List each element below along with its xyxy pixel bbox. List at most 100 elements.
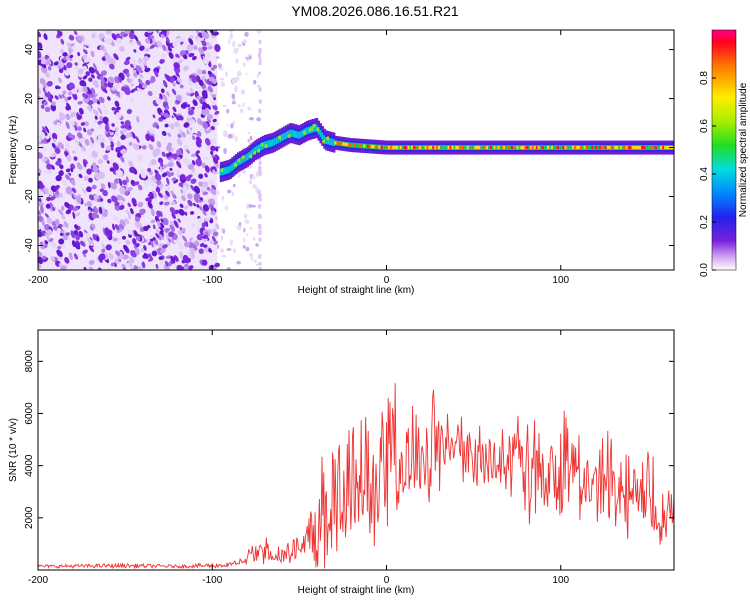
snr-series-line xyxy=(38,383,674,570)
noise-speckle xyxy=(111,123,115,127)
noise-speckle xyxy=(168,51,174,59)
noise-speckle xyxy=(148,197,152,203)
noise-speckle xyxy=(207,85,213,93)
noise-speckle xyxy=(46,163,53,170)
signal-core xyxy=(355,143,359,148)
noise-speckle xyxy=(110,262,115,267)
noise-speckle xyxy=(212,30,218,33)
noise-speckle xyxy=(108,63,115,70)
signal-core xyxy=(273,138,277,146)
signal-peak xyxy=(625,145,630,150)
noise-speckle xyxy=(92,162,97,167)
noise-speckle xyxy=(55,85,59,90)
noise-speckle xyxy=(152,114,156,119)
noise-speckle xyxy=(38,182,41,189)
noise-speckle xyxy=(107,76,115,84)
noise-speckle xyxy=(106,160,110,164)
sparse-speckle xyxy=(222,104,227,108)
noise-speckle xyxy=(42,126,47,134)
noise-speckle xyxy=(154,173,162,181)
noise-speckle xyxy=(181,42,187,48)
sparse-speckle xyxy=(242,244,246,249)
noise-speckle xyxy=(160,88,165,94)
noise-speckle xyxy=(86,168,92,175)
signal-peak xyxy=(503,145,507,150)
signal-peak xyxy=(345,142,350,147)
noise-speckle xyxy=(86,201,92,207)
noise-speckle xyxy=(107,198,112,204)
sparse-speckle xyxy=(216,122,220,126)
colorbar-tick-label: 0.4 xyxy=(699,167,710,181)
noise-speckle xyxy=(210,125,215,131)
noise-speckle xyxy=(97,134,104,143)
noise-speckle xyxy=(175,53,180,59)
noise-speckle xyxy=(40,104,45,109)
noise-speckle xyxy=(178,208,185,216)
sparse-speckle xyxy=(218,63,222,68)
signal-peak xyxy=(551,145,555,150)
sparse-column-speck xyxy=(258,165,262,172)
noise-speckle xyxy=(88,259,95,265)
noise-speckle xyxy=(39,131,46,138)
noise-speckle xyxy=(68,34,75,41)
noise-speckle xyxy=(64,148,70,155)
noise-speckle xyxy=(43,101,48,106)
colorbar-tick-label: 0.2 xyxy=(699,215,710,229)
noise-speckle xyxy=(133,143,140,151)
noise-speckle xyxy=(187,163,194,170)
noise-speckle xyxy=(156,220,161,228)
noise-speckle xyxy=(166,153,171,158)
signal-core xyxy=(231,163,234,171)
noise-speckle xyxy=(167,237,172,243)
noise-speckle xyxy=(193,193,201,200)
noise-speckle xyxy=(193,45,198,51)
noise-speckle xyxy=(185,160,191,166)
noise-speckle xyxy=(80,240,86,247)
noise-speckle xyxy=(121,86,127,92)
noise-speckle xyxy=(171,212,176,220)
noise-speckle xyxy=(94,115,98,120)
noise-speckle xyxy=(73,253,79,260)
noise-speckle xyxy=(41,139,47,144)
sparse-column-speck xyxy=(258,160,262,165)
sparse-column-speck xyxy=(258,254,262,259)
noise-speckle xyxy=(201,121,209,129)
noise-speckle xyxy=(38,45,40,50)
noise-speckle xyxy=(176,161,182,169)
noise-speckle xyxy=(60,38,65,45)
signal-core xyxy=(250,150,254,158)
noise-speckle xyxy=(92,109,99,116)
noise-speckle xyxy=(159,93,163,98)
noise-speckle xyxy=(67,96,72,101)
noise-speckle xyxy=(131,131,136,139)
noise-speckle xyxy=(143,61,147,67)
sparse-speckle xyxy=(230,123,234,129)
noise-speckle xyxy=(159,201,164,206)
sparse-speckle xyxy=(256,30,262,34)
signal-core xyxy=(225,166,229,174)
noise-speckle xyxy=(165,36,170,44)
noise-speckle xyxy=(204,173,208,178)
signal-peak xyxy=(637,145,641,150)
noise-speckle xyxy=(204,217,208,222)
sparse-column-speck xyxy=(258,39,262,44)
noise-speckle xyxy=(191,168,196,172)
signal-core xyxy=(570,145,574,151)
noise-speckle xyxy=(179,203,184,209)
noise-speckle xyxy=(190,88,193,93)
noise-speckle xyxy=(115,33,120,38)
sparse-speckle xyxy=(224,205,228,211)
noise-speckle xyxy=(72,193,78,200)
noise-speckle xyxy=(196,68,203,75)
noise-speckle xyxy=(71,88,78,95)
noise-speckle xyxy=(74,233,80,241)
signal-core xyxy=(482,145,485,151)
noise-speckle xyxy=(161,151,166,157)
noise-speckle xyxy=(122,235,126,240)
noise-speckle xyxy=(80,145,86,152)
noise-speckle xyxy=(120,148,127,155)
noise-speckle xyxy=(114,201,120,207)
noise-speckle xyxy=(172,81,176,87)
sparse-speckle xyxy=(237,43,242,48)
